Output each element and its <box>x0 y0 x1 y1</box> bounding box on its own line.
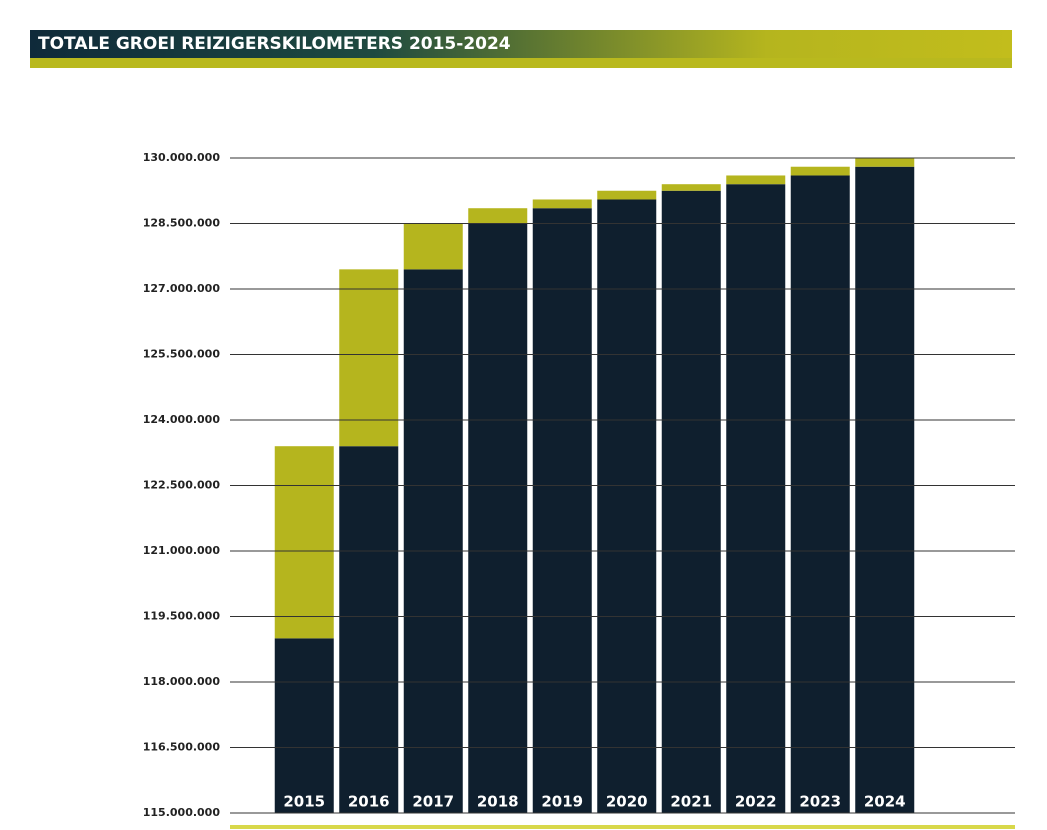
bar-segment <box>468 223 528 813</box>
bar-segment <box>855 166 915 813</box>
bar-segment <box>597 199 657 813</box>
bar-segment <box>855 158 915 167</box>
bar-segment <box>661 184 721 191</box>
x-tick-label: 2019 <box>541 793 583 811</box>
bar-segment <box>726 175 786 185</box>
bottom-rule <box>230 825 1015 829</box>
bar-segment <box>403 223 463 270</box>
bar-segment <box>468 208 528 224</box>
y-tick-label: 130.000.000 <box>143 151 221 164</box>
x-tick-label: 2018 <box>477 793 519 811</box>
bar-segment <box>790 166 850 176</box>
x-tick-label: 2023 <box>799 793 841 811</box>
y-tick-label: 121.000.000 <box>143 544 221 557</box>
bar-segment <box>274 446 334 639</box>
bar-segment <box>339 269 399 447</box>
y-tick-label: 118.000.000 <box>143 675 221 688</box>
x-tick-label: 2021 <box>670 793 712 811</box>
chart-title: TOTALE GROEI REIZIGERSKILOMETERS 2015-20… <box>38 34 511 54</box>
bar-segment <box>790 175 850 813</box>
y-tick-label: 127.000.000 <box>143 282 221 295</box>
title-underline <box>30 58 1012 68</box>
y-tick-label: 125.500.000 <box>143 348 221 361</box>
x-tick-label: 2022 <box>735 793 777 811</box>
y-tick-label: 124.000.000 <box>143 413 221 426</box>
title-banner <box>30 30 1012 58</box>
y-tick-label: 116.500.000 <box>143 741 221 754</box>
bar-segment <box>661 190 721 813</box>
bar-segment <box>403 269 463 814</box>
y-tick-label: 119.500.000 <box>143 610 221 623</box>
x-tick-label: 2017 <box>412 793 454 811</box>
bar-segment <box>597 190 657 200</box>
y-tick-label: 122.500.000 <box>143 479 221 492</box>
plot: 2015 2016 2017 2018 2019 2020 2021 2022 2023 2024… <box>143 151 1015 819</box>
bar-segment <box>532 208 592 813</box>
x-tick-label: 2020 <box>606 793 648 811</box>
x-tick-label: 2024 <box>864 793 906 811</box>
bar-segment <box>339 446 399 813</box>
bar-segment <box>726 184 786 813</box>
y-tick-label: 115.000.000 <box>143 806 221 819</box>
x-tick-label: 2016 <box>348 793 390 811</box>
bar-segment <box>274 638 334 813</box>
bar-segment <box>532 199 592 209</box>
x-tick-label: 2015 <box>283 793 325 811</box>
y-tick-label: 128.500.000 <box>143 217 221 230</box>
